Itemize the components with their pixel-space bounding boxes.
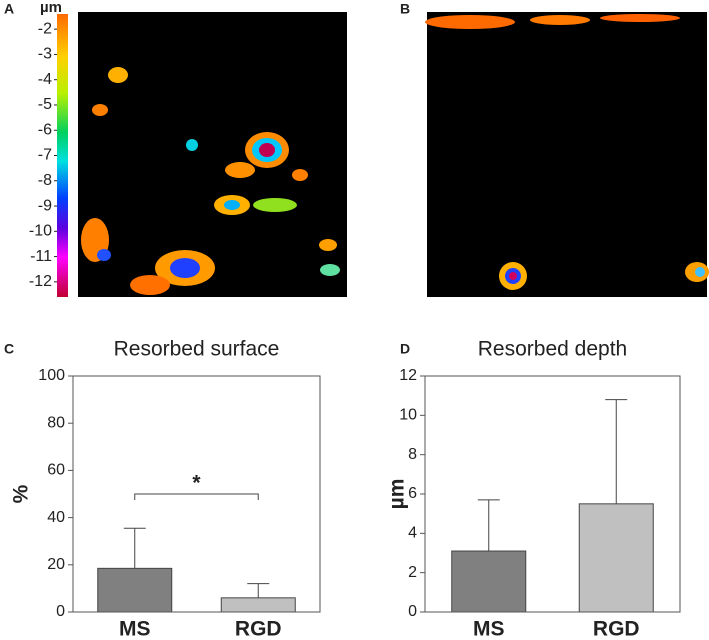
bar [578, 503, 654, 613]
panel-label: C [4, 341, 14, 357]
y-tick-label: 8 [408, 446, 417, 463]
x-tick-label: MS [473, 618, 505, 640]
colorbar-tick-label: -6 [38, 121, 52, 138]
y-tick-label: 20 [47, 556, 65, 573]
chart-title: Resorbed depth [478, 338, 627, 361]
panel-label: B [400, 1, 410, 17]
colorbar-tick-label: -11 [30, 248, 52, 265]
significance-bracket [134, 493, 259, 500]
colorbar-tick-label: -10 [29, 223, 52, 240]
colorbar-tick-label: -3 [38, 46, 52, 63]
y-axis-label: µm [386, 479, 409, 510]
y-tick-label: 0 [408, 603, 417, 620]
y-tick-label: 10 [399, 407, 417, 424]
y-tick-label: 2 [408, 564, 417, 581]
bar [97, 567, 173, 613]
bar [451, 550, 527, 613]
y-tick-label: 100 [38, 367, 65, 384]
panel-label: D [400, 341, 410, 357]
colorbar-tick-label: -2 [38, 20, 52, 37]
x-tick-label: MS [119, 618, 151, 640]
y-tick-label: 6 [408, 485, 417, 502]
chart-title: Resorbed surface [114, 338, 280, 361]
panel-label: A [4, 1, 14, 17]
colorbar-tick-label: -9 [38, 197, 52, 214]
y-tick-label: 12 [399, 367, 417, 384]
colorbar-tick-label: -4 [38, 71, 52, 88]
colorbar-tick-label: -8 [38, 172, 52, 189]
colorbar-tick-label: -7 [38, 147, 52, 164]
y-tick-label: 40 [47, 509, 65, 526]
y-tick-label: 0 [56, 603, 65, 620]
image-a [78, 12, 347, 297]
plot-frame [72, 375, 321, 613]
y-tick-label: 80 [47, 414, 65, 431]
y-axis-label: % [10, 484, 33, 503]
colorbar-label: µm [40, 0, 62, 16]
bar [220, 597, 296, 613]
image-b [425, 12, 709, 297]
y-tick-label: 4 [408, 525, 417, 542]
colorbar-tick-label: -5 [38, 96, 52, 113]
x-tick-label: RGD [235, 618, 282, 640]
significance-mark: * [192, 472, 201, 495]
y-tick-label: 60 [47, 462, 65, 479]
plot-frame [424, 375, 681, 613]
colorbar [57, 14, 68, 297]
x-tick-label: RGD [593, 618, 640, 640]
colorbar-tick-label: -12 [29, 273, 52, 290]
